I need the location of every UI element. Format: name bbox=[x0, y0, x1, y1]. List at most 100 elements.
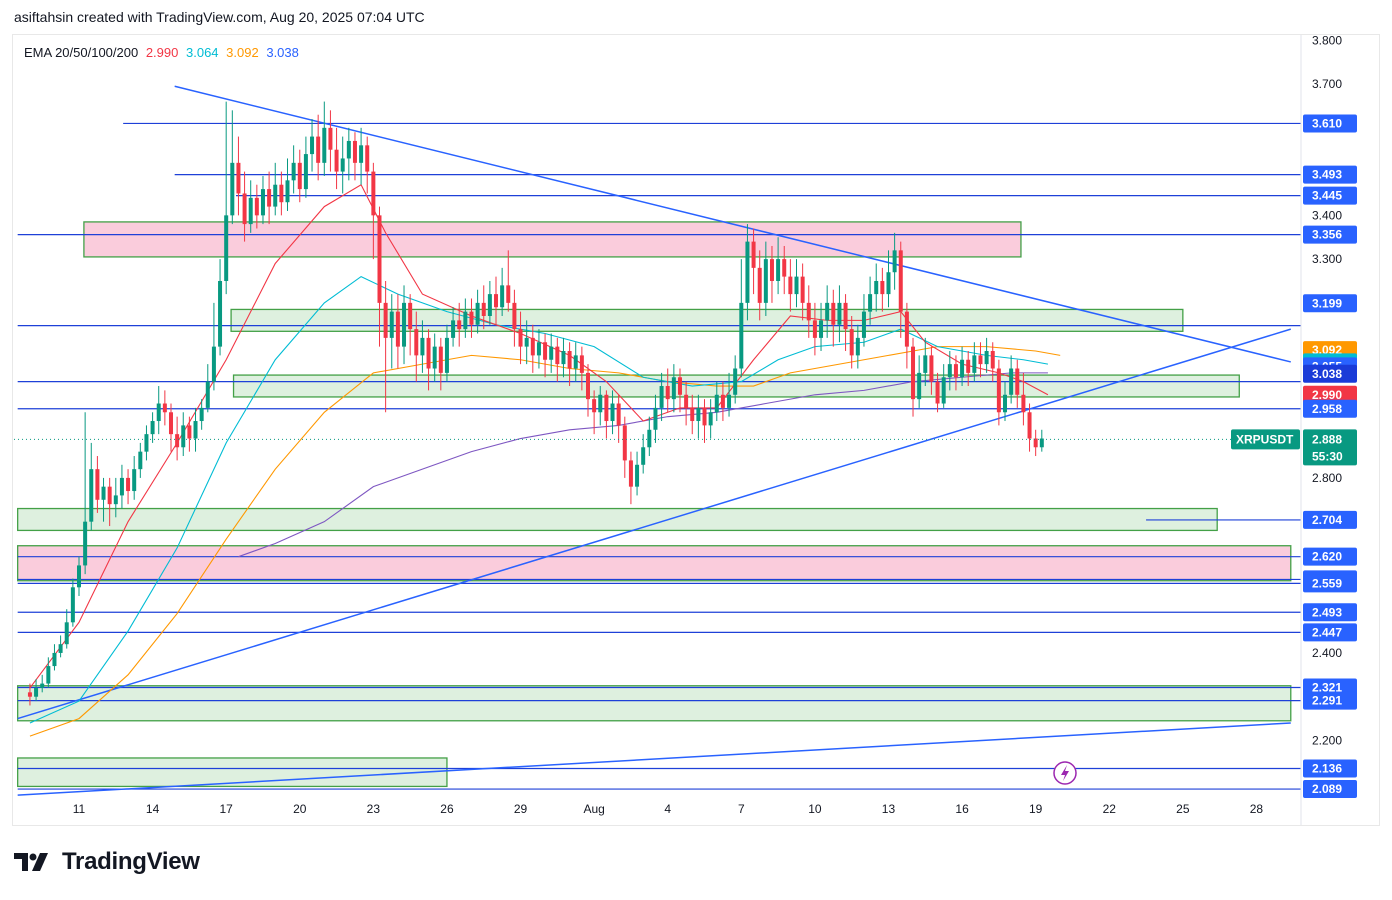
candle-body-114 bbox=[727, 394, 732, 408]
candle-body-81 bbox=[524, 337, 529, 347]
x-tick-label-0: 11 bbox=[73, 802, 86, 816]
candle-body-42 bbox=[285, 180, 290, 203]
candle-body-165 bbox=[1039, 438, 1044, 448]
candle-body-151 bbox=[953, 364, 958, 378]
candle-body-0 bbox=[27, 692, 32, 697]
ema20-line bbox=[29, 183, 1049, 689]
ema-legend[interactable]: EMA 20/50/100/200 2.990 3.064 3.092 3.03… bbox=[24, 45, 303, 60]
candle-body-95 bbox=[610, 403, 615, 422]
x-tick-label-1: 14 bbox=[146, 802, 160, 816]
candle-body-52 bbox=[346, 140, 351, 159]
y-tick-label-2: 3.400 bbox=[1312, 208, 1342, 222]
zone-demand-6 bbox=[17, 757, 448, 788]
candle-body-22 bbox=[162, 403, 167, 413]
candle-body-92 bbox=[592, 399, 597, 413]
candle-body-3 bbox=[46, 666, 51, 684]
x-tick-label-13: 19 bbox=[1029, 802, 1043, 816]
candle-body-148 bbox=[935, 381, 940, 404]
candle-body-145 bbox=[917, 372, 922, 400]
candle-body-13 bbox=[107, 486, 112, 505]
candle-body-110 bbox=[702, 407, 707, 426]
candle-body-2 bbox=[40, 683, 45, 688]
candle-body-11 bbox=[95, 469, 100, 500]
trendline-1 bbox=[17, 328, 1292, 720]
candle-body-118 bbox=[751, 241, 756, 268]
x-tick-label-8: 4 bbox=[664, 802, 671, 816]
candle-body-5 bbox=[58, 644, 63, 653]
candle-body-85 bbox=[549, 346, 554, 360]
price-label-18: 2.291 bbox=[1312, 694, 1342, 708]
candle-body-70 bbox=[457, 320, 462, 330]
candle-body-46 bbox=[310, 136, 315, 155]
price-label-box-10 bbox=[1303, 399, 1357, 418]
candle-body-137 bbox=[868, 294, 873, 312]
price-label-box-19 bbox=[1303, 759, 1357, 778]
candle-body-36 bbox=[248, 197, 253, 225]
candle-body-16 bbox=[126, 477, 131, 492]
y-tick-label-0: 3.800 bbox=[1312, 33, 1342, 47]
candle-body-130 bbox=[825, 302, 830, 321]
candle-body-10 bbox=[89, 469, 94, 522]
candle-body-32 bbox=[224, 215, 229, 281]
zone-supply-4 bbox=[17, 545, 1292, 582]
candle-body-71 bbox=[463, 311, 468, 330]
candle-body-90 bbox=[579, 355, 584, 373]
candle-body-29 bbox=[205, 381, 210, 408]
ema100-value: 3.092 bbox=[226, 45, 259, 60]
ema50-value: 3.064 bbox=[186, 45, 219, 60]
candle-body-14 bbox=[113, 495, 118, 505]
price-label-4: 3.199 bbox=[1312, 296, 1342, 310]
candle-body-67 bbox=[438, 346, 443, 373]
candle-body-124 bbox=[788, 276, 793, 295]
candle-body-127 bbox=[806, 302, 811, 321]
price-label-box-11 bbox=[1303, 510, 1357, 529]
candle-body-49 bbox=[328, 127, 333, 150]
tradingview-logo[interactable]: TradingView bbox=[14, 848, 200, 876]
price-label-box-15 bbox=[1303, 603, 1357, 622]
candle-body-91 bbox=[585, 372, 590, 400]
price-label-2: 3.445 bbox=[1312, 189, 1342, 203]
x-tick-label-7: Aug bbox=[583, 802, 604, 816]
candle-body-119 bbox=[757, 267, 762, 303]
candle-body-9 bbox=[83, 521, 88, 566]
candle-body-147 bbox=[929, 355, 934, 382]
candle-body-15 bbox=[119, 477, 124, 496]
candle-body-102 bbox=[653, 407, 658, 430]
candle-body-20 bbox=[150, 421, 155, 435]
candle-body-100 bbox=[641, 447, 646, 465]
price-label-19: 2.136 bbox=[1312, 761, 1342, 775]
candle-body-162 bbox=[1021, 394, 1026, 413]
candle-body-64 bbox=[420, 337, 425, 356]
candle-body-121 bbox=[769, 259, 774, 281]
candle-body-68 bbox=[444, 337, 449, 373]
price-label-box-20 bbox=[1303, 780, 1357, 799]
chart-frame bbox=[12, 34, 1380, 826]
candle-body-153 bbox=[966, 359, 971, 373]
candle-body-88 bbox=[567, 351, 572, 369]
candle-body-51 bbox=[340, 158, 345, 172]
candle-body-33 bbox=[230, 162, 235, 216]
candle-body-61 bbox=[402, 302, 407, 347]
candle-body-133 bbox=[843, 302, 848, 330]
candle-body-25 bbox=[181, 425, 186, 448]
candle-body-57 bbox=[377, 215, 382, 303]
candle-body-125 bbox=[794, 276, 799, 295]
candle-body-156 bbox=[984, 351, 989, 365]
candle-body-35 bbox=[242, 193, 247, 225]
ema200-value: 3.038 bbox=[266, 45, 299, 60]
candle-body-48 bbox=[322, 127, 327, 163]
price-label-box-0 bbox=[1303, 114, 1357, 133]
y-tick-label-3: 3.300 bbox=[1312, 252, 1342, 266]
candle-body-157 bbox=[990, 351, 995, 369]
candle-body-12 bbox=[101, 486, 106, 500]
candle-body-50 bbox=[334, 149, 339, 172]
price-label-box-8 bbox=[1303, 364, 1357, 383]
candle-body-94 bbox=[604, 394, 609, 422]
candle-body-74 bbox=[481, 302, 486, 316]
x-tick-label-6: 29 bbox=[514, 802, 528, 816]
candle-body-97 bbox=[622, 425, 627, 461]
price-label-17: 2.321 bbox=[1312, 681, 1342, 695]
candle-body-129 bbox=[819, 320, 824, 338]
y-tick-label-4: 2.800 bbox=[1312, 471, 1342, 485]
